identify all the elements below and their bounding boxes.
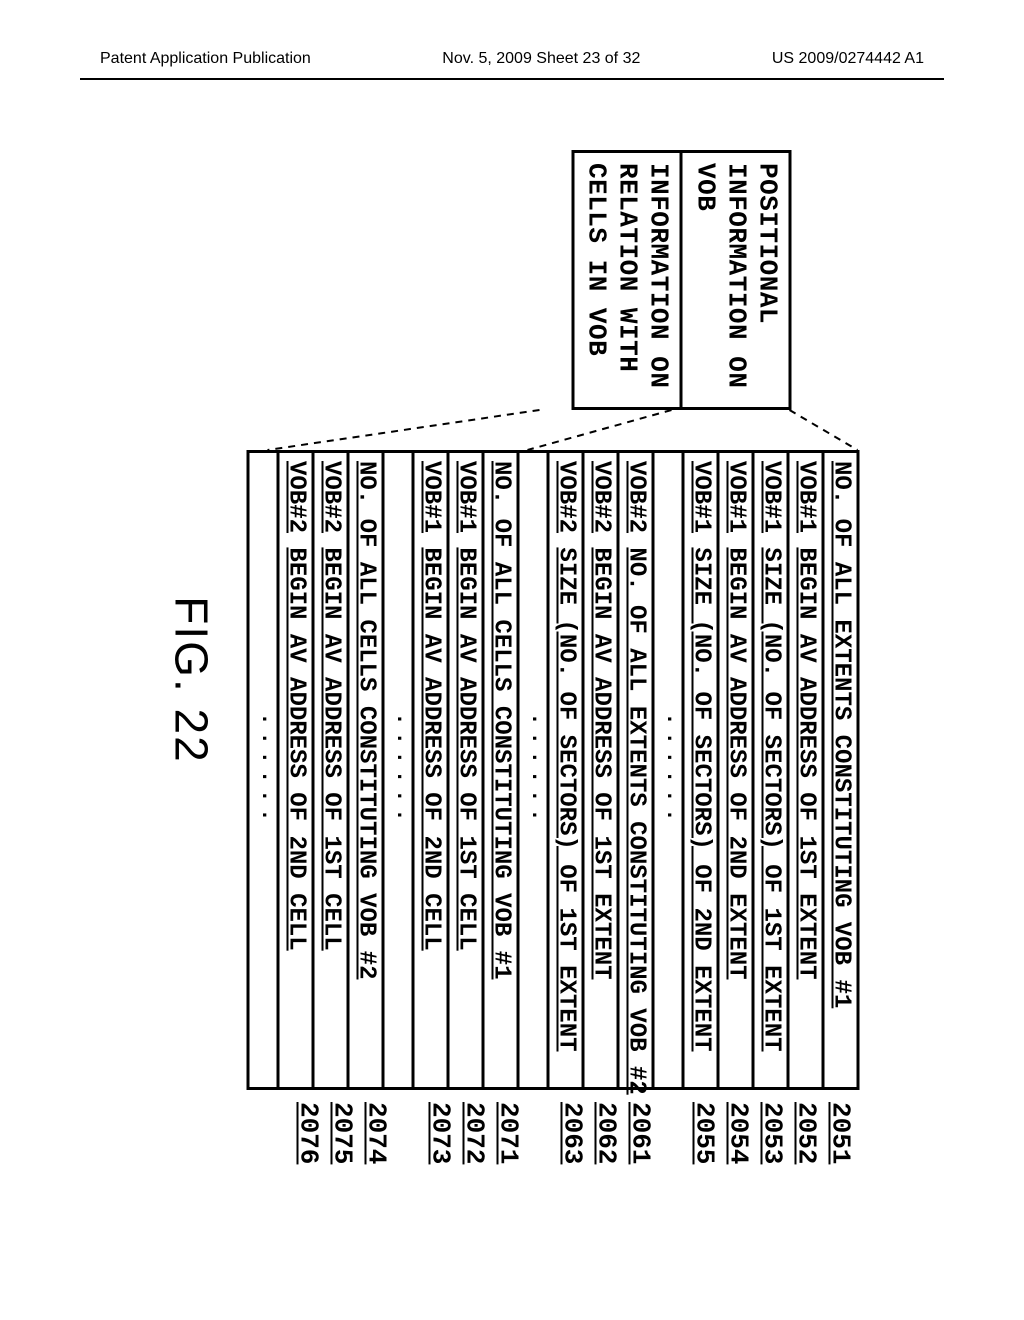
header-left: Patent Application Publication [100,50,311,68]
table-row: VOB#2 BEGIN AV ADDRESS OF 1ST CELL [312,450,347,1090]
left-column: POSITIONAL INFORMATION ON VOB INFORMATIO… [247,150,860,410]
table-row: VOB#1 BEGIN AV ADDRESS OF 1ST CELL [447,450,482,1090]
leader-gap [247,410,860,450]
ellipsis-row: ······ [247,450,277,1090]
reference-number: 2076 [294,1102,328,1210]
header-right: US 2009/0274442 A1 [772,50,924,68]
ellipsis-row: ······ [517,450,547,1090]
header-rule [80,78,944,80]
reference-number: 2075 [328,1102,362,1210]
figure-row: POSITIONAL INFORMATION ON VOB INFORMATIO… [247,150,860,1210]
left-box-positional: POSITIONAL INFORMATION ON VOB [680,150,792,410]
reference-number: 2062 [592,1102,626,1210]
figure-wrapper: POSITIONAL INFORMATION ON VOB INFORMATIO… [165,150,860,1210]
table-row: NO. OF ALL CELLS CONSTITUTING VOB #2 [347,450,382,1090]
ref-blank [528,1102,558,1210]
table-row: VOB#2 BEGIN AV ADDRESS OF 2ND CELL [277,450,312,1090]
reference-number: 2054 [724,1102,758,1210]
reference-number: 2074 [362,1102,396,1210]
table-row: VOB#1 BEGIN AV ADDRESS OF 1ST EXTENT [787,450,822,1090]
table-row: VOB#2 NO. OF ALL EXTENTS CONSTITUTING VO… [617,450,652,1090]
table-row: VOB#2 SIZE (NO. OF SECTORS) OF 1ST EXTEN… [547,450,582,1090]
reference-number: 2073 [426,1102,460,1210]
table-row: NO. OF ALL CELLS CONSTITUTING VOB #1 [482,450,517,1090]
reference-number: 2052 [792,1102,826,1210]
right-column: NO. OF ALL EXTENTS CONSTITUTING VOB #1VO… [247,450,860,1090]
reference-number: 2061 [626,1102,660,1210]
table-row: NO. OF ALL EXTENTS CONSTITUTING VOB #1 [822,450,860,1090]
figure-caption: FIG. 22 [165,150,219,1210]
table-row: VOB#1 SIZE (NO. OF SECTORS) OF 2ND EXTEN… [682,450,717,1090]
table-row: VOB#1 BEGIN AV ADDRESS OF 2ND EXTENT [717,450,752,1090]
page-header: Patent Application Publication Nov. 5, 2… [0,50,1024,68]
header-center: Nov. 5, 2009 Sheet 23 of 32 [442,50,640,68]
ref-blank [264,1102,294,1210]
table-row: VOB#1 SIZE (NO. OF SECTORS) OF 1ST EXTEN… [752,450,787,1090]
table-row: VOB#2 BEGIN AV ADDRESS OF 1ST EXTENT [582,450,617,1090]
reference-number: 2051 [826,1102,860,1210]
ellipsis-row: ······ [382,450,412,1090]
reference-number: 2063 [558,1102,592,1210]
ref-blank [660,1102,690,1210]
left-box-relation: INFORMATION ON RELATION WITH CELLS IN VO… [571,150,680,410]
reference-number: 2055 [690,1102,724,1210]
ref-blank [396,1102,426,1210]
reference-number: 2072 [460,1102,494,1210]
ellipsis-row: ······ [652,450,682,1090]
table-row: VOB#1 BEGIN AV ADDRESS OF 2ND CELL [412,450,447,1090]
reference-number: 2071 [494,1102,528,1210]
reference-number: 2053 [758,1102,792,1210]
reference-column: 20512052205320542055 206120622063 20712072… [247,1090,860,1210]
